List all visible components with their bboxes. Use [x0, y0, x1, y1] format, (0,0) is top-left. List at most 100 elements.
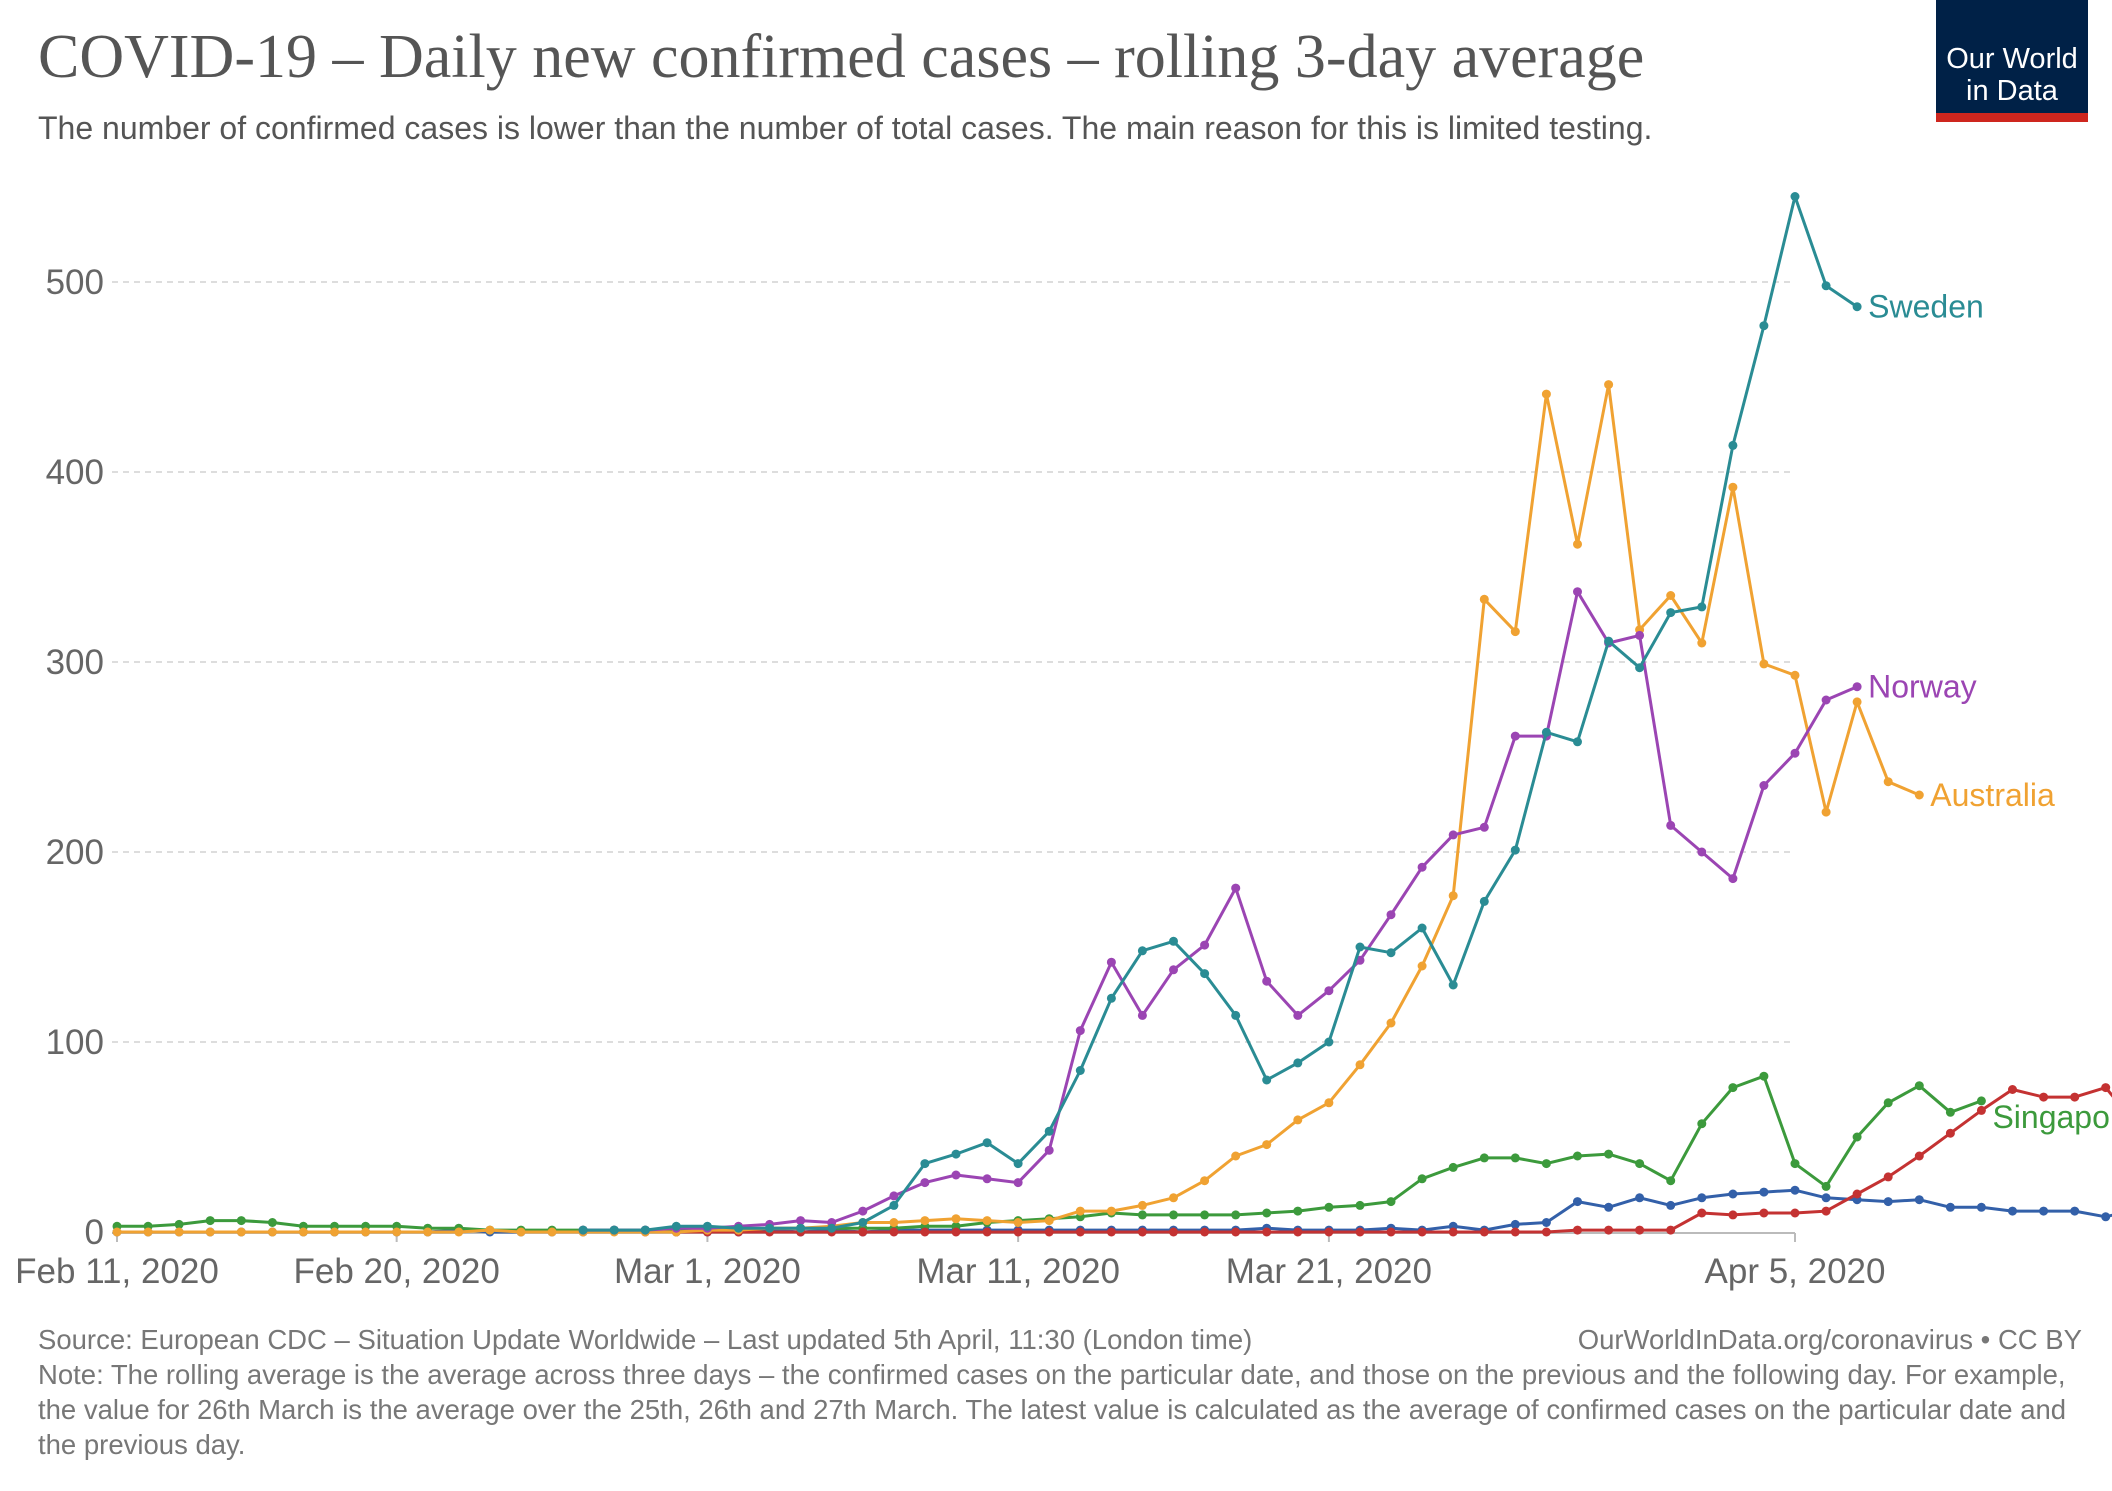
- data-point-sweden[interactable]: [982, 1138, 992, 1148]
- owid-logo[interactable]: Our World in Data: [1936, 0, 2088, 122]
- data-point-singapore[interactable]: [205, 1216, 215, 1226]
- series-label-australia[interactable]: Australia: [1930, 777, 2055, 813]
- data-point-norway[interactable]: [1231, 883, 1241, 893]
- data-point-sweden[interactable]: [951, 1149, 961, 1159]
- data-point-sweden[interactable]: [1293, 1058, 1303, 1068]
- data-point-new-zealand[interactable]: [889, 1227, 899, 1237]
- data-point-norway[interactable]: [858, 1206, 868, 1216]
- data-point-australia[interactable]: [205, 1227, 215, 1237]
- data-point-singapore[interactable]: [1324, 1202, 1334, 1212]
- data-point-singapore[interactable]: [1604, 1149, 1614, 1159]
- data-point-singapore[interactable]: [1137, 1210, 1147, 1220]
- data-point-norway[interactable]: [1697, 847, 1707, 857]
- data-point-taiwan[interactable]: [1635, 1193, 1645, 1203]
- data-point-singapore[interactable]: [1541, 1159, 1551, 1169]
- data-point-singapore[interactable]: [174, 1219, 184, 1229]
- data-point-australia[interactable]: [485, 1225, 495, 1235]
- data-point-new-zealand[interactable]: [1852, 1189, 1862, 1199]
- data-point-new-zealand[interactable]: [1262, 1227, 1272, 1237]
- data-point-sweden[interactable]: [1697, 602, 1707, 612]
- data-point-new-zealand[interactable]: [1355, 1227, 1365, 1237]
- data-point-singapore[interactable]: [1200, 1210, 1210, 1220]
- data-point-new-zealand[interactable]: [1106, 1227, 1116, 1237]
- data-point-singapore[interactable]: [1573, 1151, 1582, 1161]
- data-point-new-zealand[interactable]: [1448, 1227, 1458, 1237]
- data-point-australia[interactable]: [236, 1227, 246, 1237]
- data-point-sweden[interactable]: [578, 1225, 588, 1235]
- data-point-australia[interactable]: [454, 1227, 464, 1237]
- data-point-singapore[interactable]: [1666, 1176, 1676, 1186]
- data-point-new-zealand[interactable]: [1883, 1172, 1893, 1182]
- data-point-australia[interactable]: [1293, 1115, 1303, 1125]
- data-point-norway[interactable]: [1821, 695, 1831, 705]
- data-point-new-zealand[interactable]: [1541, 1227, 1551, 1237]
- data-point-sweden[interactable]: [640, 1225, 650, 1235]
- data-point-sweden[interactable]: [1573, 737, 1582, 747]
- data-point-new-zealand[interactable]: [2008, 1085, 2017, 1094]
- data-point-new-zealand[interactable]: [1200, 1227, 1210, 1237]
- data-point-norway[interactable]: [796, 1216, 806, 1226]
- data-point-new-zealand[interactable]: [1728, 1210, 1738, 1220]
- data-point-singapore[interactable]: [1697, 1119, 1707, 1129]
- data-point-australia[interactable]: [1883, 777, 1893, 787]
- data-point-new-zealand[interactable]: [1137, 1227, 1147, 1237]
- data-point-sweden[interactable]: [1604, 636, 1614, 646]
- data-point-new-zealand[interactable]: [982, 1227, 992, 1237]
- data-point-taiwan[interactable]: [1666, 1200, 1676, 1210]
- data-point-new-zealand[interactable]: [1386, 1227, 1396, 1237]
- data-point-norway[interactable]: [1293, 1010, 1303, 1020]
- data-point-australia[interactable]: [298, 1227, 308, 1237]
- data-point-taiwan[interactable]: [1541, 1218, 1551, 1227]
- series-norway[interactable]: [578, 587, 1862, 1235]
- data-point-australia[interactable]: [1417, 961, 1427, 971]
- data-point-australia[interactable]: [1355, 1060, 1365, 1070]
- data-point-australia[interactable]: [1573, 539, 1582, 549]
- data-point-taiwan[interactable]: [1697, 1193, 1707, 1203]
- data-point-australia[interactable]: [1106, 1206, 1116, 1216]
- data-point-new-zealand[interactable]: [1976, 1105, 1986, 1115]
- data-point-new-zealand[interactable]: [1666, 1225, 1676, 1235]
- data-point-taiwan[interactable]: [1883, 1197, 1893, 1207]
- data-point-norway[interactable]: [1417, 862, 1427, 872]
- data-point-sweden[interactable]: [858, 1218, 868, 1227]
- data-point-australia[interactable]: [1044, 1216, 1054, 1226]
- data-point-australia[interactable]: [1541, 389, 1551, 399]
- data-point-australia[interactable]: [516, 1227, 526, 1237]
- data-point-taiwan[interactable]: [1821, 1193, 1831, 1203]
- data-point-australia[interactable]: [1852, 697, 1862, 707]
- data-point-taiwan[interactable]: [2101, 1212, 2111, 1222]
- data-point-new-zealand[interactable]: [951, 1227, 961, 1237]
- data-point-new-zealand[interactable]: [2101, 1083, 2111, 1093]
- data-point-norway[interactable]: [1852, 682, 1862, 692]
- data-point-australia[interactable]: [1200, 1176, 1210, 1186]
- data-point-sweden[interactable]: [1262, 1075, 1272, 1085]
- series-label-singapore[interactable]: Singapore: [1992, 1099, 2112, 1135]
- data-point-norway[interactable]: [1262, 976, 1272, 986]
- data-point-australia[interactable]: [361, 1227, 371, 1237]
- data-point-new-zealand[interactable]: [1013, 1227, 1023, 1237]
- data-point-sweden[interactable]: [702, 1221, 712, 1231]
- data-point-sweden[interactable]: [765, 1223, 775, 1233]
- data-point-new-zealand[interactable]: [1697, 1208, 1707, 1218]
- data-point-australia[interactable]: [1386, 1018, 1396, 1028]
- series-label-sweden[interactable]: Sweden: [1868, 289, 1984, 325]
- data-point-sweden[interactable]: [1324, 1037, 1334, 1047]
- data-point-norway[interactable]: [889, 1191, 899, 1201]
- data-point-norway[interactable]: [1635, 630, 1645, 640]
- data-point-sweden[interactable]: [1044, 1126, 1054, 1136]
- data-point-singapore[interactable]: [1231, 1210, 1241, 1220]
- data-point-australia[interactable]: [1262, 1140, 1272, 1150]
- data-point-singapore[interactable]: [1914, 1081, 1924, 1091]
- data-point-new-zealand[interactable]: [1635, 1225, 1645, 1235]
- data-point-sweden[interactable]: [671, 1221, 681, 1231]
- data-point-singapore[interactable]: [1510, 1153, 1520, 1163]
- credit-link[interactable]: OurWorldInData.org/coronavirus • CC BY: [1577, 1324, 2082, 1355]
- data-point-new-zealand[interactable]: [1573, 1225, 1582, 1235]
- data-point-australia[interactable]: [1666, 591, 1676, 600]
- data-point-singapore[interactable]: [267, 1218, 277, 1227]
- data-point-australia[interactable]: [1324, 1098, 1334, 1108]
- data-point-singapore[interactable]: [1976, 1096, 1986, 1106]
- data-point-singapore[interactable]: [1759, 1071, 1769, 1081]
- data-point-singapore[interactable]: [1386, 1197, 1396, 1207]
- data-point-sweden[interactable]: [1137, 946, 1147, 956]
